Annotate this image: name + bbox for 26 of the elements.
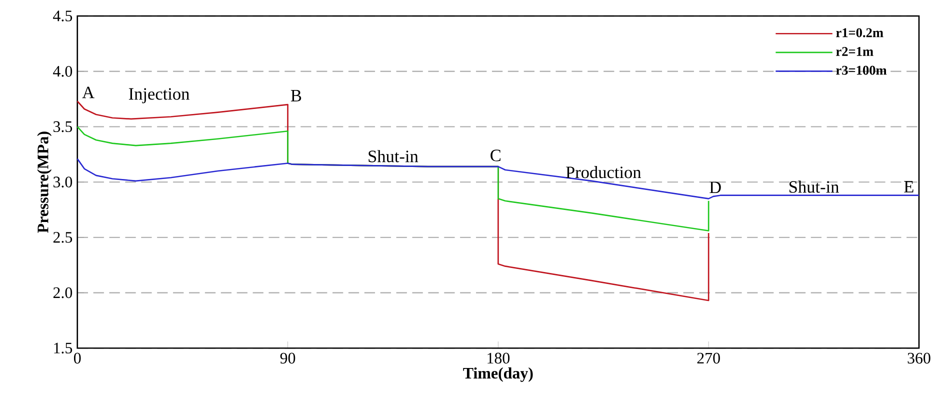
x-tick-label: 90 [280, 352, 296, 364]
annotation: Injection [128, 88, 190, 104]
y-tick-label: 3.0 [54, 176, 72, 188]
annotation: Production [566, 166, 642, 178]
y-tick-label: 2.0 [53, 287, 72, 298]
y-tick-label: 3.5 [54, 121, 72, 132]
annotation: D [710, 181, 721, 193]
y-tick-label: 4.0 [53, 66, 72, 77]
x-tick-label: 180 [488, 352, 510, 364]
annotation: E [904, 180, 914, 192]
y-tick-label: 2.5 [53, 232, 72, 243]
annotation: B [290, 90, 302, 102]
annotation: C [490, 149, 500, 162]
y-tick-label: 1.5 [54, 342, 72, 354]
annotation: Shut-in [368, 150, 418, 162]
legend-label: r2=1m [836, 46, 874, 56]
x-axis-title: Time(day) [463, 367, 533, 382]
annotation: Shut-in [789, 180, 839, 193]
legend-label: r3=100m [836, 66, 887, 75]
legend-label: r1=0.2m [836, 28, 884, 38]
x-tick-label: 270 [697, 352, 720, 364]
x-tick-label: 360 [908, 352, 930, 364]
x-tick-label: 0 [74, 352, 81, 364]
annotation: A [82, 86, 94, 98]
y-tick-label: 4.5 [53, 10, 72, 22]
y-axis-title: Pressure(MPa) [37, 131, 52, 233]
